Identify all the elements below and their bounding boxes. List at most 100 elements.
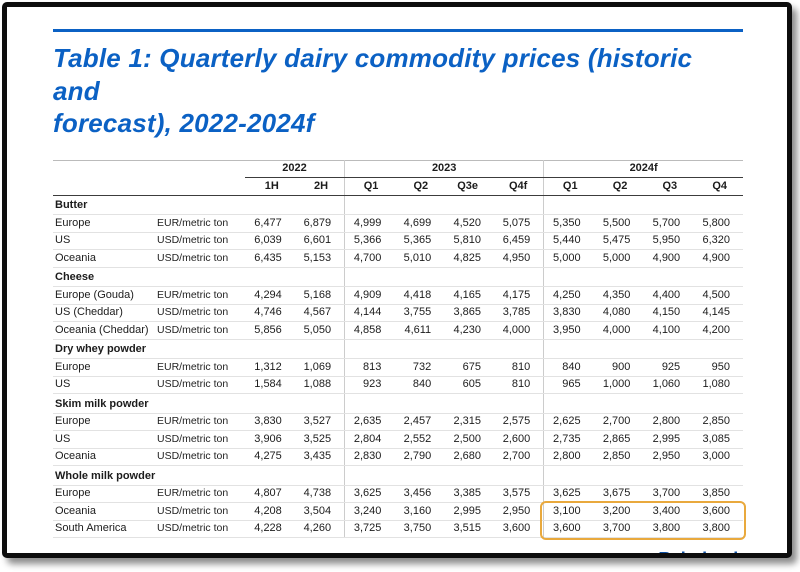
- quarter-header-2024f-Q2: Q2: [593, 177, 644, 196]
- section-empty-cell: [344, 339, 395, 359]
- cell-value: 2,850: [593, 448, 644, 466]
- year-group-2023: 2023: [344, 160, 544, 178]
- cell-value: 2,950: [493, 502, 544, 521]
- section-empty-cell: [245, 195, 295, 215]
- row-unit: EUR/metric ton: [153, 286, 245, 305]
- section-empty-cell: [643, 465, 694, 486]
- section-row-skim-milk-powder: Skim milk powder: [53, 393, 743, 414]
- cell-value: 4,294: [245, 286, 295, 305]
- cell-value: 3,200: [593, 502, 644, 521]
- cell-value: 4,175: [493, 286, 544, 305]
- section-empty-cell: [394, 195, 445, 215]
- row-region: Oceania: [53, 249, 153, 268]
- cell-value: 4,567: [294, 304, 345, 322]
- cell-value: 4,150: [643, 304, 694, 322]
- page-title-line1: Table 1: Quarterly dairy commodity price…: [53, 43, 693, 106]
- row-unit: USD/metric ton: [153, 502, 245, 521]
- table-row: Oceania USD/metric ton 4,208 3,504 3,240 3,16…: [53, 502, 743, 521]
- cell-value: 2,600: [493, 430, 544, 449]
- cell-value: 3,160: [394, 502, 445, 521]
- section-empty-cell: [643, 393, 694, 414]
- cell-value: 2,790: [394, 448, 445, 466]
- section-empty-cell: [543, 267, 594, 287]
- section-empty-cell: [643, 339, 694, 359]
- cell-value: 810: [493, 376, 544, 394]
- row-region: Europe: [53, 485, 153, 503]
- cell-value: 4,230: [444, 321, 494, 340]
- cell-value: 3,600: [493, 520, 544, 538]
- cell-value: 3,755: [394, 304, 445, 322]
- cell-value: 1,088: [294, 376, 345, 394]
- quarter-header-2023-Q3e: Q3e: [444, 177, 494, 196]
- cell-value: 5,153: [294, 249, 345, 268]
- cell-value: 5,950: [643, 232, 694, 250]
- section-empty-cell: [294, 393, 345, 414]
- section-empty-cell: [245, 465, 295, 486]
- cell-value: 1,000: [593, 376, 644, 394]
- cell-value: 5,365: [394, 232, 445, 250]
- table-row: US USD/metric ton 6,039 6,601 5,366 5,365 5,81…: [53, 232, 743, 250]
- section-empty-cell: [444, 339, 494, 359]
- section-empty-cell: [245, 339, 295, 359]
- cell-value: 5,000: [543, 249, 594, 268]
- cell-value: 5,700: [643, 214, 694, 233]
- cell-value: 2,800: [643, 413, 694, 431]
- cell-value: 4,858: [344, 321, 395, 340]
- cell-value: 5,168: [294, 286, 345, 305]
- cell-value: 4,144: [344, 304, 395, 322]
- quarter-header-2024f-Q3: Q3: [643, 177, 694, 196]
- section-name: Dry whey powder: [53, 339, 245, 359]
- cell-value: 5,010: [394, 249, 445, 268]
- section-empty-cell: [643, 267, 694, 287]
- section-empty-cell: [444, 195, 494, 215]
- section-empty-cell: [493, 393, 544, 414]
- cell-value: 5,366: [344, 232, 395, 250]
- section-empty-cell: [593, 339, 644, 359]
- row-region: Europe: [53, 214, 153, 233]
- cell-value: 2,635: [344, 413, 395, 431]
- quarter-header-2023-Q2: Q2: [394, 177, 445, 196]
- cell-value: 2,865: [593, 430, 644, 449]
- cell-value: 2,700: [493, 448, 544, 466]
- row-region: South America: [53, 520, 153, 538]
- row-region: US: [53, 232, 153, 250]
- cell-value: 2,700: [593, 413, 644, 431]
- section-empty-cell: [493, 195, 544, 215]
- cell-value: 6,459: [493, 232, 544, 250]
- table-row: US USD/metric ton 3,906 3,525 2,804 2,552 2,50…: [53, 430, 743, 449]
- screenshot-frame: Table 1: Quarterly dairy commodity price…: [2, 2, 792, 558]
- cell-value: 4,825: [444, 249, 494, 268]
- table-row: Europe EUR/metric ton 6,477 6,879 4,999 4,699…: [53, 214, 743, 233]
- row-unit: USD/metric ton: [153, 249, 245, 268]
- section-empty-cell: [444, 465, 494, 486]
- cell-value: 3,830: [245, 413, 295, 431]
- cell-value: 3,456: [394, 485, 445, 503]
- cell-value: 3,675: [593, 485, 644, 503]
- cell-value: 3,504: [294, 502, 345, 521]
- cell-value: 5,800: [693, 214, 743, 233]
- row-region: Oceania (Cheddar): [53, 321, 153, 340]
- section-empty-cell: [543, 465, 594, 486]
- section-row-cheese: Cheese: [53, 267, 743, 287]
- cell-value: 2,995: [643, 430, 694, 449]
- rabobank-logo: Rabobank: [658, 549, 743, 553]
- cell-value: 3,800: [643, 520, 694, 538]
- cell-value: 923: [344, 376, 395, 394]
- row-region: Europe (Gouda): [53, 286, 153, 305]
- cell-value: 3,625: [344, 485, 395, 503]
- row-unit: EUR/metric ton: [153, 413, 245, 431]
- cell-value: 3,600: [693, 502, 743, 521]
- cell-value: 4,500: [693, 286, 743, 305]
- cell-value: 3,865: [444, 304, 494, 322]
- table-row: Europe (Gouda) EUR/metric ton 4,294 5,168 4,…: [53, 286, 743, 305]
- cell-value: 6,039: [245, 232, 295, 250]
- cell-value: 5,350: [543, 214, 594, 233]
- cell-value: 5,440: [543, 232, 594, 250]
- cell-value: 3,725: [344, 520, 395, 538]
- cell-value: 4,080: [593, 304, 644, 322]
- cell-value: 1,069: [294, 358, 345, 377]
- cell-value: 3,906: [245, 430, 295, 449]
- row-unit: EUR/metric ton: [153, 358, 245, 377]
- table-row: Europe EUR/metric ton 3,830 3,527 2,635 2,457…: [53, 413, 743, 431]
- row-region: Oceania: [53, 448, 153, 466]
